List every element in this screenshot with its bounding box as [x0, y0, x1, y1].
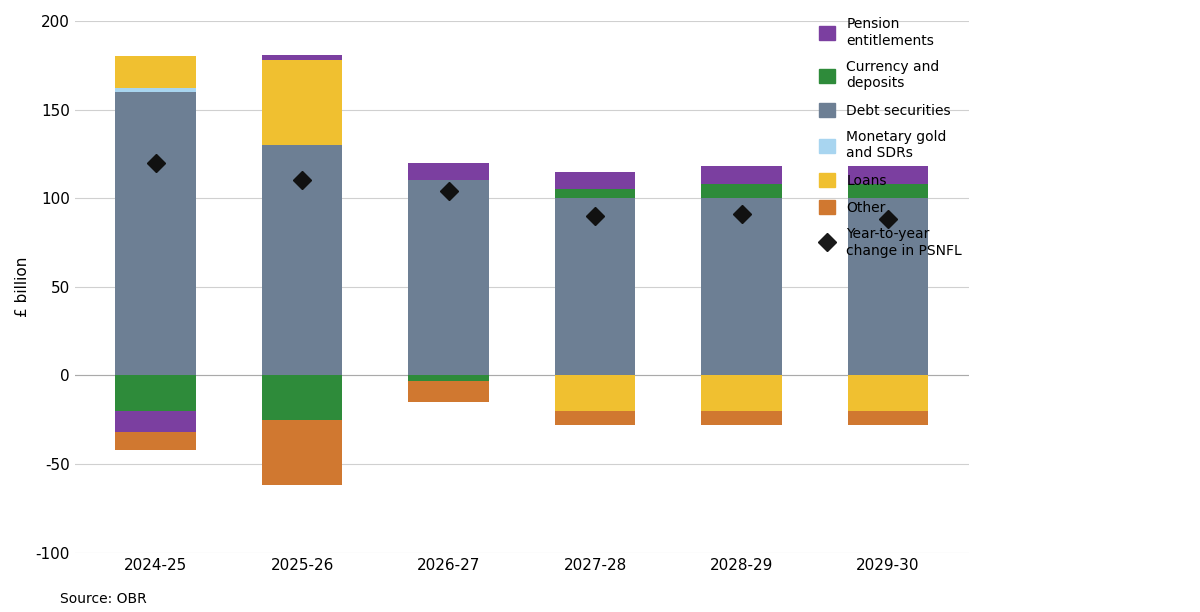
Bar — [847, 184, 929, 198]
Bar — [701, 411, 782, 425]
Bar — [554, 198, 636, 375]
Bar — [554, 411, 636, 425]
Bar — [847, 411, 929, 425]
Bar — [847, 198, 929, 375]
Bar — [847, 166, 929, 184]
Bar — [408, 375, 488, 381]
Bar — [701, 166, 782, 184]
Bar — [115, 88, 196, 92]
Y-axis label: £ billion: £ billion — [14, 256, 30, 317]
Bar — [262, 375, 342, 420]
Bar — [701, 184, 782, 198]
Bar — [701, 375, 782, 411]
Bar — [115, 375, 196, 411]
Text: Source: OBR: Source: OBR — [60, 592, 146, 606]
Bar — [115, 411, 196, 432]
Bar — [554, 375, 636, 411]
Legend: Pension
entitlements, Currency and
deposits, Debt securities, Monetary gold
and : Pension entitlements, Currency and depos… — [818, 17, 962, 258]
Bar — [262, 420, 342, 485]
Bar — [847, 375, 929, 411]
Bar — [408, 181, 488, 375]
Bar — [262, 54, 342, 60]
Bar — [701, 198, 782, 375]
Bar — [554, 171, 636, 189]
Bar — [408, 381, 488, 402]
Bar — [262, 145, 342, 375]
Bar — [554, 189, 636, 198]
Bar — [115, 92, 196, 375]
Bar — [115, 432, 196, 450]
Bar — [115, 56, 196, 88]
Bar — [408, 163, 488, 181]
Bar — [262, 60, 342, 145]
